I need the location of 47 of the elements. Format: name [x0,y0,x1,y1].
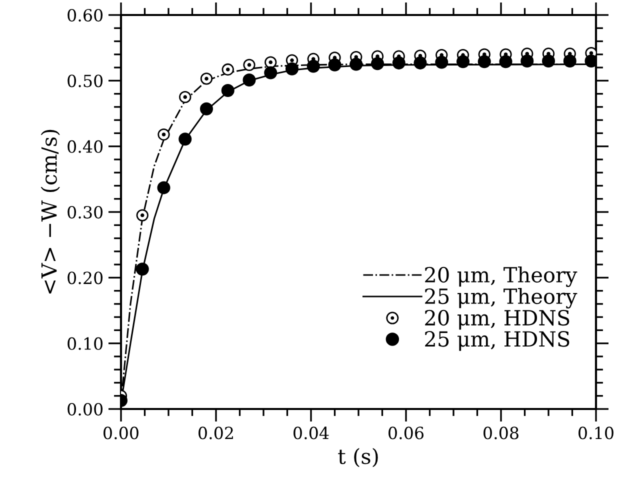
x-tick-label: 0.06 [388,426,424,440]
point [221,84,234,98]
point [499,55,512,68]
y-tick-label: 0.00 [68,402,103,416]
point [350,58,363,71]
point [264,66,278,80]
point [136,209,148,222]
y-tick-label: 0.20 [68,272,103,284]
point [456,55,470,68]
point [542,54,556,68]
x-tick-label: 0.02 [198,426,233,440]
x-tick-label: 0.00 [104,426,138,440]
x-tick-label: 0.08 [484,426,518,440]
point [392,56,406,70]
y-axis-title: <V> −W (cm/s) [40,130,60,294]
point [285,62,299,76]
x-tick-label: 0.04 [294,426,329,440]
point [435,56,448,69]
legend-label: 20 μm, HDNS [425,310,570,330]
point [242,74,256,87]
point [179,91,192,104]
point [306,60,320,73]
point [563,54,576,68]
point [328,58,342,72]
y-tick-label: 0.10 [68,337,103,350]
point [178,132,192,146]
legend-label: 25 μm, Theory [425,288,578,308]
x-axis-title: t (s) [338,448,378,468]
point [157,181,170,194]
point [264,56,277,68]
point [222,63,234,76]
point [136,262,149,276]
x-tick-label: 0.10 [578,426,614,440]
point [243,58,256,71]
point [200,102,214,116]
point [414,56,427,70]
legend-label: 25 μm, HDNS [425,331,570,351]
point [370,57,384,70]
legend-label: 20 μm, Theory [425,266,578,287]
y-tick-label: 0.30 [68,206,103,219]
point [200,72,213,85]
point [478,55,491,68]
point [158,128,170,141]
y-tick-label: 0.60 [68,8,103,22]
y-tick-label: 0.40 [68,140,103,153]
y-tick-label: 0.50 [68,74,103,88]
point [520,54,534,68]
